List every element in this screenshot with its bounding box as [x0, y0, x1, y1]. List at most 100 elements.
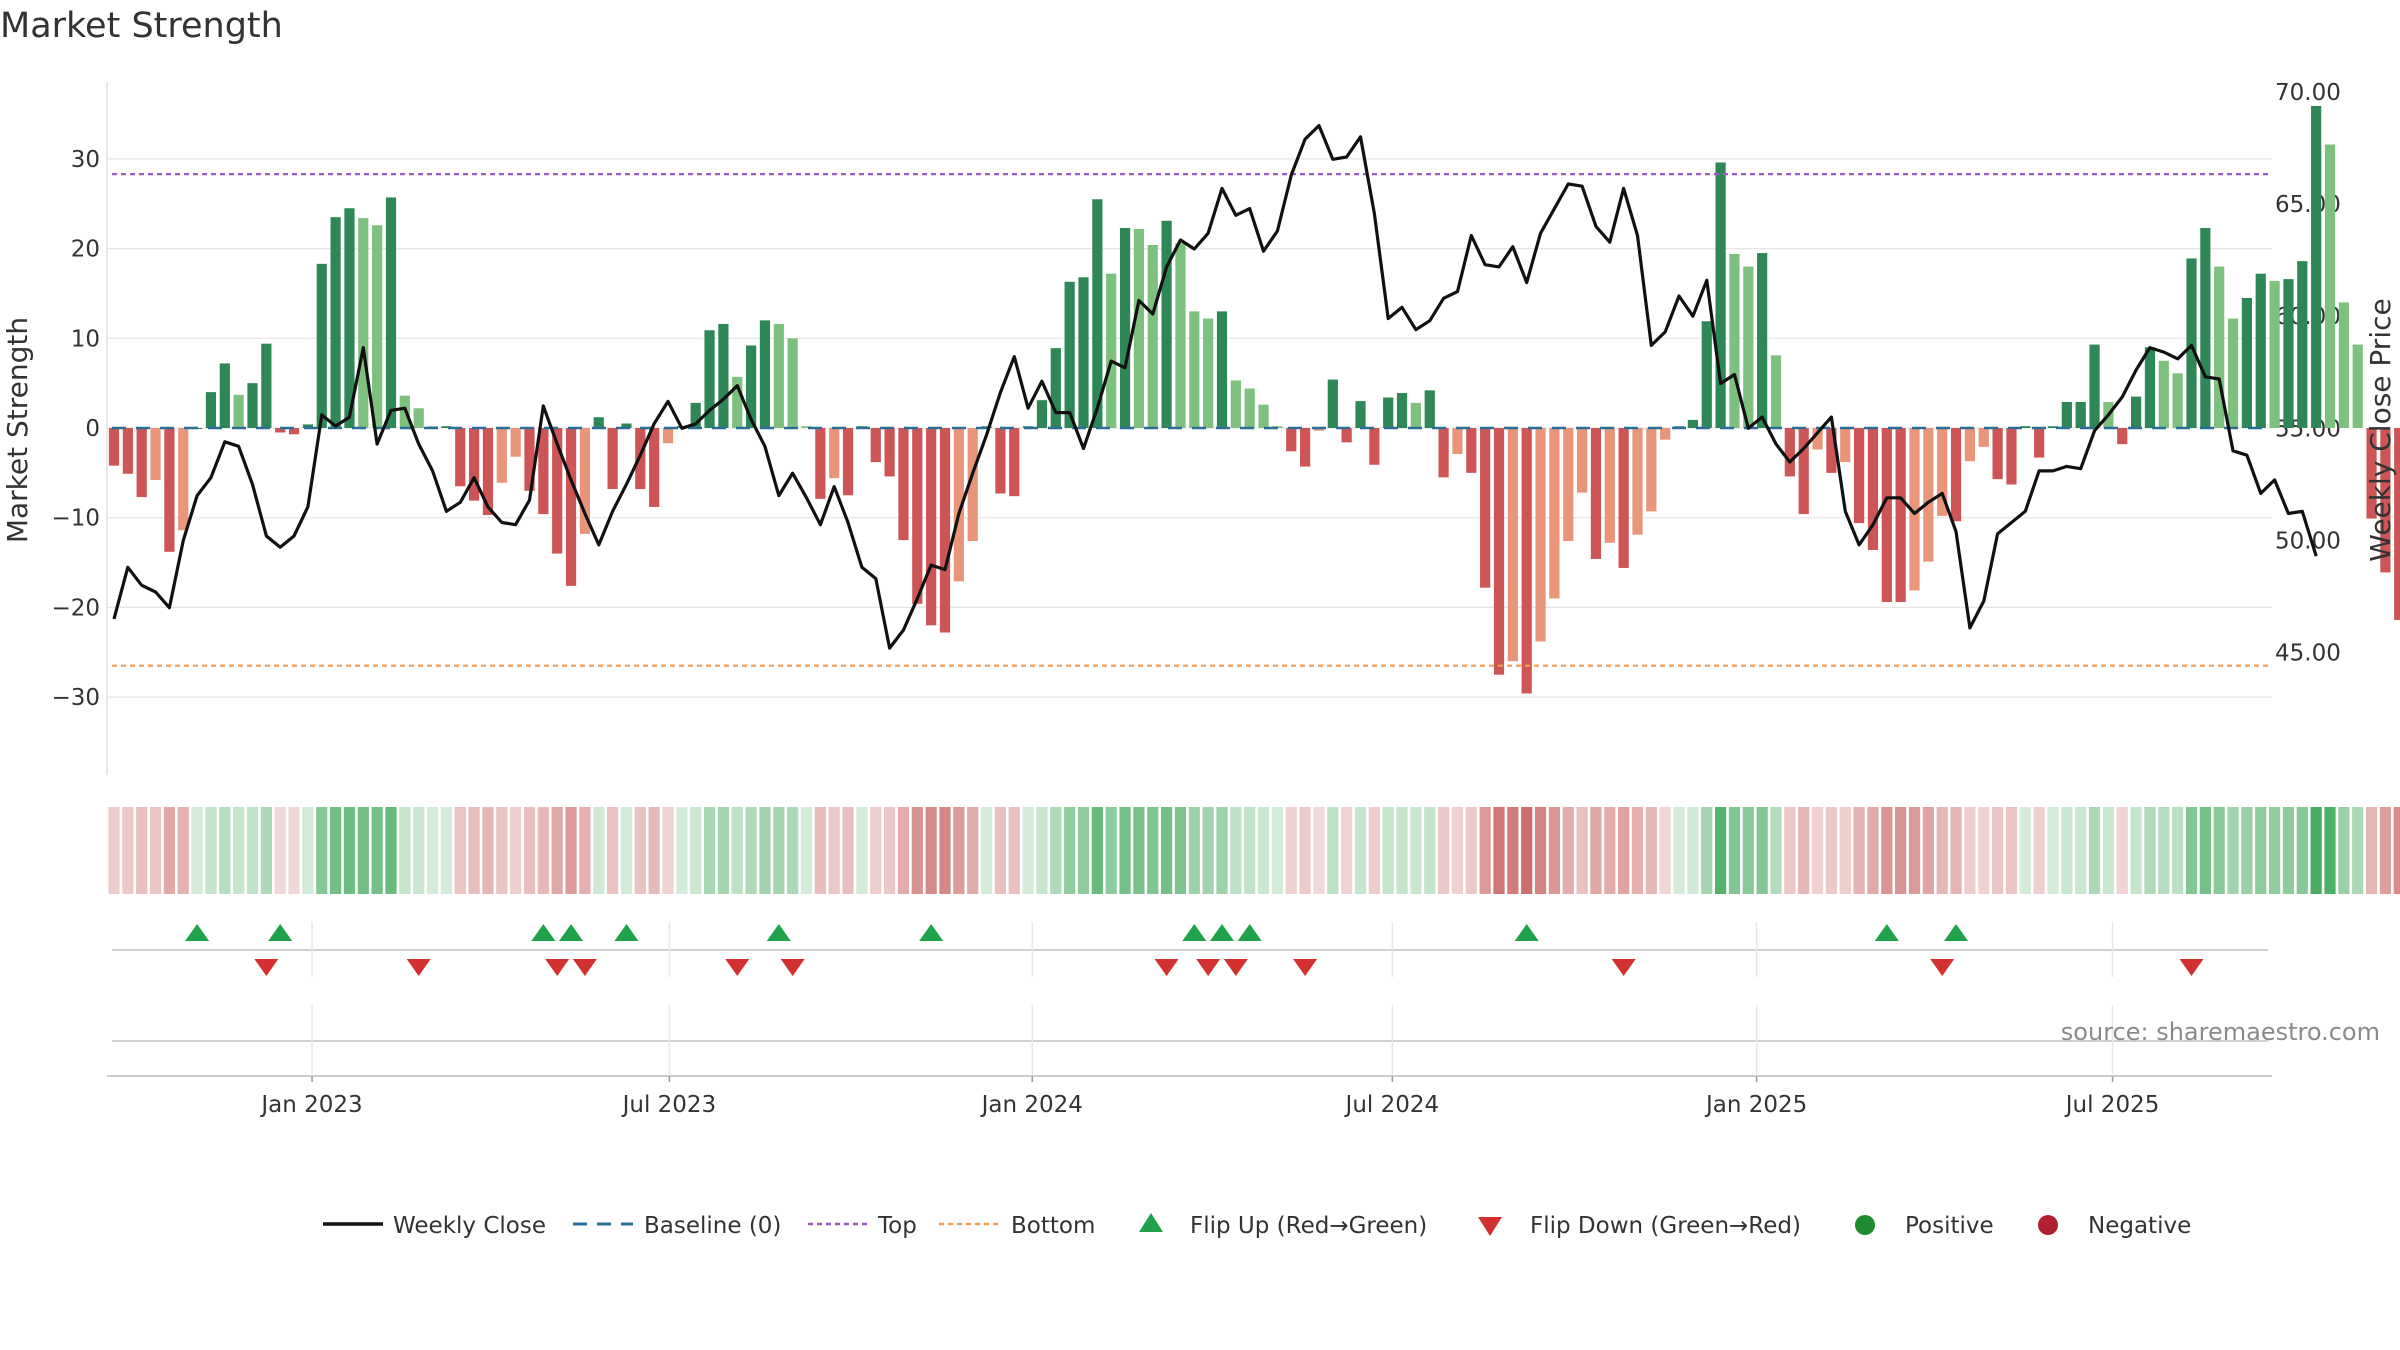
legend-weekly-close: Weekly Close: [393, 1213, 546, 1239]
heat-strip-cell: [2116, 807, 2128, 894]
heat-strip-cell: [967, 807, 979, 894]
legend-flip-down: Flip Down (Green→Red): [1530, 1213, 1801, 1239]
strength-bar-positive: [746, 345, 757, 428]
left-tick-label: 10: [71, 326, 100, 352]
flip-down-marker: [1611, 959, 1636, 976]
strength-bar-negative: [1466, 428, 1477, 473]
strength-bar-negative: [2006, 428, 2017, 485]
strength-bar-positive: [2227, 318, 2239, 428]
strength-bar-negative: [1563, 428, 1574, 542]
strength-bar-positive: [1064, 281, 1075, 428]
strength-bar-positive: [1743, 266, 1754, 428]
left-tick-label: −30: [51, 685, 100, 711]
left-tick-label: 20: [71, 237, 100, 263]
heat-strip-cell: [233, 807, 245, 894]
strength-bar-positive: [2338, 302, 2349, 428]
strength-bar-positive: [787, 338, 798, 428]
heat-strip-cell: [828, 807, 840, 894]
heat-strip-cell: [2185, 807, 2198, 894]
heat-strip-cell: [1299, 807, 1311, 894]
flip-up-marker: [1874, 924, 1899, 941]
strength-bar-negative: [1632, 428, 1643, 535]
strength-bar-positive: [2311, 105, 2322, 429]
strength-bar-negative: [1978, 428, 1989, 447]
strength-bar-negative: [842, 428, 854, 496]
heat-strip-cell: [343, 807, 356, 894]
heat-strip-cell: [773, 807, 785, 894]
strength-bar-positive: [1410, 402, 1421, 428]
strength-bar-positive: [1383, 397, 1394, 428]
bottom-panel: Jan 2023 Jul 2023 Jan 2024 Jul 2024 Jan 2025…: [107, 1005, 2272, 1118]
strength-bar-negative: [1840, 428, 1851, 463]
flip-down-marker: [780, 959, 805, 976]
strength-bar-negative: [1992, 428, 2003, 480]
heat-strip-cell: [1188, 807, 1200, 894]
heat-strip-cell: [2130, 807, 2142, 894]
heat-strip-cell: [1354, 807, 1367, 894]
legend-negative-dot: [2038, 1215, 2058, 1235]
heat-strip-cell: [1438, 807, 1450, 894]
heat-strip-cell: [246, 807, 259, 894]
strength-bar-negative: [2380, 428, 2391, 573]
strength-bar-negative: [1286, 428, 1297, 452]
heat-strip-cell: [2393, 807, 2400, 894]
heat-strip-cell: [1964, 807, 1976, 894]
heat-strip-cell: [2324, 807, 2336, 894]
heat-strip-cell: [510, 807, 522, 894]
heat-strip-cell: [468, 807, 480, 894]
strength-bar-negative: [995, 428, 1006, 494]
source-text: source: sharemaestro.com: [2061, 1018, 2380, 1046]
heat-strip-cell: [523, 807, 536, 894]
strength-bar-positive: [1757, 253, 1768, 428]
flip-down-marker: [1154, 959, 1179, 976]
heat-strip-cell: [953, 807, 965, 894]
heat-strip-cell: [1105, 807, 1117, 894]
heat-strip-cell: [1895, 807, 1907, 894]
heat-strip-cell: [620, 807, 633, 894]
heat-strip-cell: [302, 807, 314, 894]
strength-bar-positive: [1729, 253, 1740, 428]
heat-strip-cell: [911, 807, 923, 894]
strength-bar-positive: [2352, 344, 2363, 428]
heat-strip-cell: [1534, 807, 1547, 894]
strength-bar-negative: [967, 428, 978, 542]
strength-bar-positive: [1119, 227, 1131, 428]
heat-strip-cell: [2047, 807, 2059, 894]
heat-strip-cell: [2255, 807, 2267, 894]
strength-bar-positive: [1770, 355, 1782, 428]
strength-bar-negative: [482, 428, 494, 516]
flip-up-marker: [1237, 924, 1262, 941]
strength-bar-positive: [2297, 261, 2308, 428]
heat-strip-cell: [579, 807, 591, 894]
heat-strip-cell: [260, 807, 272, 894]
heat-strip-cell: [2102, 807, 2114, 894]
heat-strip-cell: [1341, 807, 1353, 894]
heat-strip-cell: [717, 807, 729, 894]
strength-bar-positive: [759, 320, 771, 428]
heat-strip-cell: [1521, 807, 1533, 894]
heat-strip-cell: [607, 807, 619, 894]
strength-bar-negative: [1784, 428, 1795, 477]
heat-strip-cell: [1618, 807, 1630, 894]
heat-strip-cell: [2269, 807, 2281, 894]
strength-bar-negative: [1480, 428, 1491, 588]
heat-strip-cell: [482, 807, 494, 894]
strength-bar-positive: [344, 208, 355, 428]
heat-strip-cell: [2241, 807, 2253, 894]
heat-strip-cell: [994, 807, 1006, 894]
strength-bar-positive: [1424, 390, 1435, 428]
strength-heat-strip: [108, 807, 2400, 894]
heat-strip-cell: [1576, 807, 1588, 894]
strength-bar-negative: [1881, 428, 1892, 603]
heat-strip-cell: [496, 807, 508, 894]
heat-strip-cell: [1992, 807, 2004, 894]
legend: Weekly Close Baseline (0) Top Bottom Fli…: [323, 1213, 2191, 1239]
strength-bar-positive: [233, 394, 244, 428]
heat-strip-cell: [205, 807, 217, 894]
strength-bar-negative: [1590, 428, 1602, 559]
heat-strip-cell: [316, 807, 328, 894]
heat-strip-cell: [537, 807, 549, 894]
heat-strip-cell: [2019, 807, 2031, 894]
strength-bar-positive: [316, 263, 327, 428]
heat-strip-cell: [1908, 807, 1921, 894]
